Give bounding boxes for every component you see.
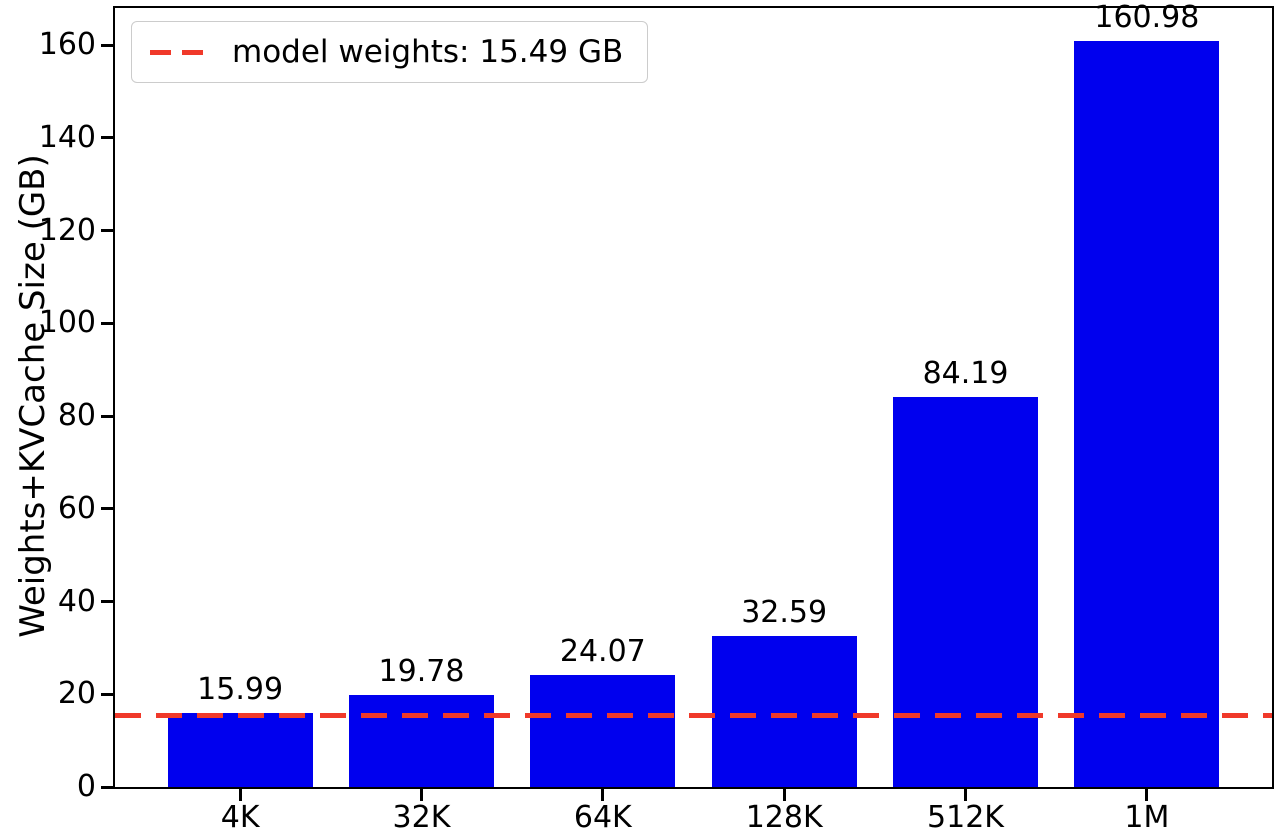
y-tick-label-40: 40	[57, 583, 96, 619]
y-tick-label-120: 120	[38, 212, 96, 248]
bar-512K	[892, 396, 1039, 787]
x-tick-mark-128K	[782, 789, 786, 801]
bar-value-label-64K: 24.07	[559, 634, 646, 670]
bar-1M	[1074, 40, 1220, 787]
y-tick-label-20: 20	[57, 676, 96, 712]
x-tick-mark-1M	[1145, 789, 1149, 801]
bar-value-label-32K: 19.78	[378, 654, 465, 690]
x-tick-mark-512K	[964, 789, 968, 801]
legend: model weights: 15.49 GB	[131, 21, 649, 83]
x-tick-label-32K: 32K	[392, 800, 451, 835]
bar-64K	[530, 675, 676, 787]
y-tick-mark-160	[101, 43, 113, 47]
x-tick-label-128K: 128K	[745, 800, 823, 835]
y-tick-mark-20	[101, 692, 113, 696]
y-tick-mark-140	[101, 136, 113, 140]
x-tick-label-4K: 4K	[220, 800, 260, 835]
x-tick-mark-32K	[419, 789, 423, 801]
x-tick-label-64K: 64K	[573, 800, 632, 835]
y-tick-mark-100	[101, 321, 113, 325]
y-tick-mark-0	[101, 785, 113, 789]
legend-label: model weights: 15.49 GB	[232, 34, 624, 70]
y-tick-mark-60	[101, 507, 113, 511]
bar-value-label-1M: 160.98	[1094, 0, 1200, 35]
x-tick-label-512K: 512K	[927, 800, 1004, 835]
y-tick-mark-40	[101, 600, 113, 604]
dashed-line-icon	[150, 49, 212, 55]
bar-4K	[167, 712, 313, 787]
x-tick-mark-64K	[601, 789, 605, 801]
bar-128K	[711, 635, 857, 787]
y-tick-mark-120	[101, 229, 113, 233]
bar-value-label-128K: 32.59	[741, 594, 828, 630]
y-tick-label-80: 80	[57, 398, 96, 434]
y-tick-label-140: 140	[38, 119, 96, 155]
y-tick-label-160: 160	[38, 27, 96, 63]
bar-value-label-4K: 15.99	[197, 671, 284, 707]
x-tick-label-1M: 1M	[1124, 800, 1170, 835]
model-weights-reference-line	[115, 712, 1272, 718]
plot-area: model weights: 15.49 GB 15.99 19.78 24.07 3…	[113, 0, 1274, 789]
y-tick-label-60: 60	[57, 490, 96, 526]
y-tick-label-100: 100	[38, 305, 96, 341]
bar-value-label-512K: 84.19	[922, 355, 1009, 391]
x-tick-mark-4K	[238, 789, 242, 801]
bar-32K	[348, 695, 495, 787]
y-tick-label-0: 0	[76, 769, 96, 804]
y-tick-mark-80	[101, 414, 113, 418]
